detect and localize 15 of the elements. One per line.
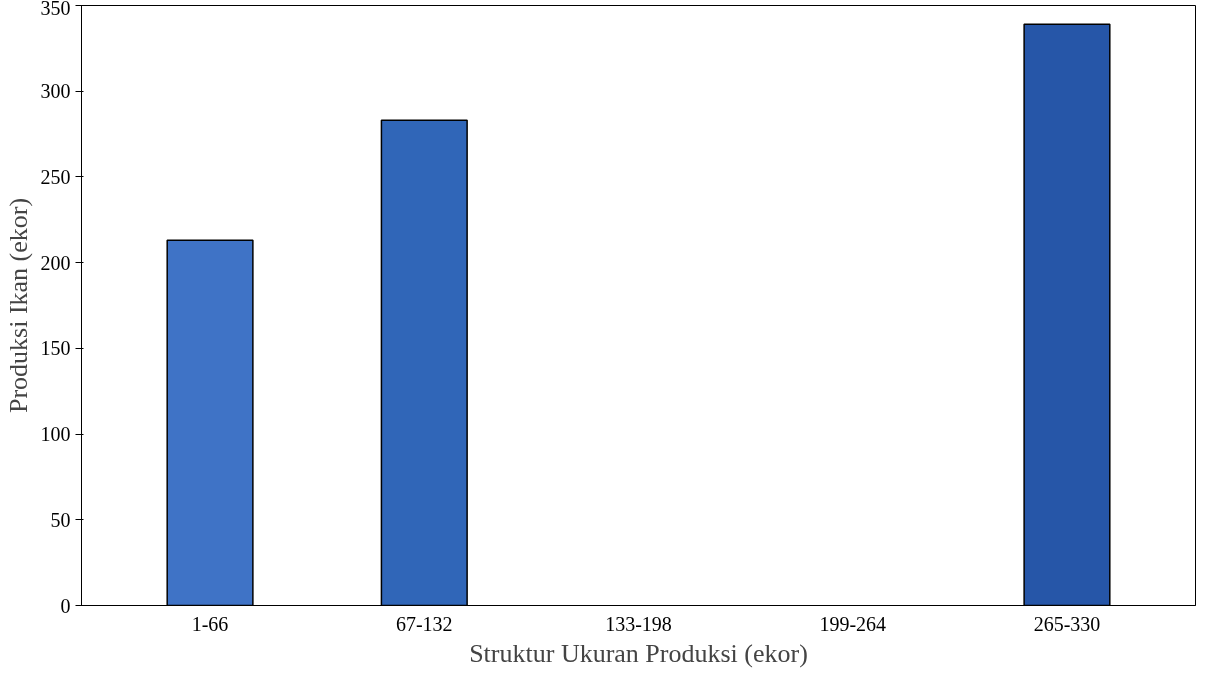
y-tick-label: 150 [40, 337, 71, 360]
y-tick-label: 200 [40, 251, 71, 274]
x-tick-label: 67-132 [395, 612, 453, 635]
x-tick-label: 199-264 [819, 612, 887, 635]
x-axis-title: Struktur Ukuran Produksi (ekor) [469, 638, 808, 668]
y-tick-label: 300 [40, 80, 71, 103]
y-tick-label: 50 [50, 508, 71, 531]
x-tick-label: 1-66 [191, 612, 229, 635]
y-tick-label: 350 [40, 0, 71, 19]
x-tick-label: 133-198 [605, 612, 672, 635]
x-tick-label: 265-330 [1033, 612, 1101, 635]
y-tick-label: 250 [40, 165, 71, 188]
y-tick-label: 100 [40, 423, 71, 446]
y-tick-label: 0 [60, 594, 71, 617]
y-axis-title: Produksi Ikan (ekor) [3, 197, 33, 414]
